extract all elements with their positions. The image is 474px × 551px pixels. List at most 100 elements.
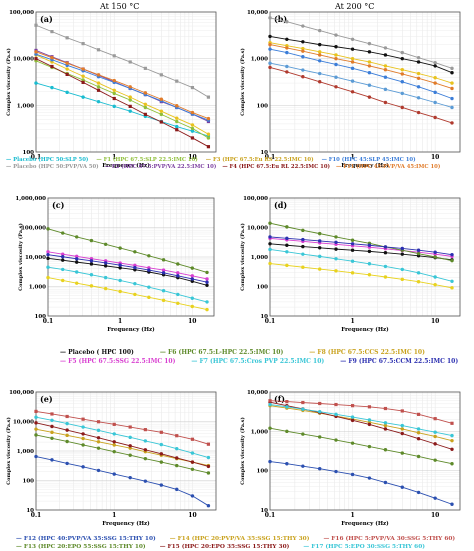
- data-point: [416, 490, 421, 495]
- series-line: [269, 400, 453, 424]
- y-tick-label: 100,000: [9, 10, 34, 16]
- series-2: [268, 426, 454, 466]
- data-point: [268, 402, 272, 407]
- legend-ab: — Placebo (HPC 50:SLP 50) — F1 (HPC 67.5…: [6, 157, 440, 171]
- data-point: [301, 252, 305, 256]
- data-point: [147, 295, 151, 300]
- data-point: [96, 99, 101, 104]
- data-point: [175, 487, 179, 492]
- data-point: [416, 280, 421, 284]
- data-point: [34, 415, 38, 419]
- data-point: [190, 279, 194, 284]
- data-point: [159, 109, 164, 113]
- series-1: [34, 454, 211, 508]
- data-point: [159, 483, 164, 487]
- data-point: [268, 61, 272, 65]
- x-tick-label: 0.1: [265, 154, 275, 161]
- data-point: [318, 231, 322, 236]
- data-point: [103, 261, 108, 265]
- data-point: [285, 70, 289, 74]
- data-point: [450, 438, 454, 443]
- data-point: [118, 278, 122, 283]
- data-point: [190, 437, 195, 441]
- data-point: [268, 426, 272, 430]
- series-line: [269, 35, 453, 74]
- legend-item: — F11 (HPC 45:PVP/VA 45:IMC 10): [336, 164, 441, 170]
- data-point: [450, 86, 454, 91]
- data-point: [81, 67, 85, 71]
- data-point: [118, 263, 122, 267]
- y-tick-label: 10: [26, 508, 34, 514]
- data-point: [50, 85, 54, 90]
- data-point: [268, 247, 272, 252]
- data-point: [96, 446, 101, 450]
- data-point: [205, 270, 209, 275]
- data-point: [367, 405, 372, 409]
- data-point: [206, 132, 211, 136]
- data-point: [367, 95, 372, 99]
- data-point: [383, 421, 388, 425]
- data-point: [34, 421, 38, 425]
- data-point: [285, 225, 289, 229]
- x-tick-label: 10: [188, 154, 196, 161]
- data-point: [301, 55, 305, 59]
- data-point: [450, 502, 454, 506]
- series-line: [269, 222, 453, 262]
- data-point: [190, 494, 195, 498]
- series-line: [47, 277, 208, 311]
- series-line: [269, 237, 453, 257]
- data-point: [190, 277, 194, 281]
- series-6: [46, 252, 209, 284]
- data-point: [205, 280, 209, 284]
- data-point: [205, 307, 209, 312]
- data-point: [450, 71, 454, 75]
- chart-panel-f: 0.1 1 10 10 100 1,000 10,000 Frequency (Hz) Comp…: [239, 390, 461, 527]
- x-axis-label: Frequency (Hz): [341, 162, 389, 169]
- series-4: [268, 247, 454, 284]
- data-point: [147, 254, 151, 258]
- data-point: [75, 257, 79, 261]
- data-point: [350, 404, 355, 408]
- data-point: [301, 432, 305, 436]
- data-point: [383, 53, 388, 57]
- data-point: [46, 252, 50, 257]
- y-tick-label: 1,000,000: [15, 196, 46, 202]
- data-point: [301, 24, 305, 28]
- series-4: [46, 265, 209, 304]
- y-tick-label: 10: [260, 150, 268, 156]
- y-axis-label: Complex viscosity (Pa.s): [17, 223, 24, 291]
- data-point: [268, 65, 272, 70]
- data-point: [334, 240, 338, 244]
- y-tick-label: 10,000: [13, 57, 34, 63]
- data-point: [65, 461, 69, 466]
- series-5: [268, 42, 454, 91]
- data-point: [205, 277, 209, 281]
- data-point: [285, 50, 289, 55]
- data-point: [416, 60, 421, 64]
- data-point: [301, 400, 305, 405]
- data-point: [367, 83, 372, 87]
- y-tick-label: 100,000: [21, 226, 46, 232]
- data-point: [383, 68, 388, 72]
- data-point: [34, 50, 38, 54]
- data-point: [75, 254, 79, 259]
- data-point: [190, 296, 194, 300]
- data-point: [65, 72, 69, 77]
- x-tick-label: 1: [350, 512, 354, 519]
- data-point: [206, 503, 211, 508]
- data-point: [133, 281, 137, 286]
- data-point: [318, 42, 322, 47]
- data-point: [400, 80, 404, 84]
- data-point: [334, 269, 338, 273]
- data-point: [383, 275, 388, 279]
- series-line: [269, 17, 453, 69]
- data-point: [112, 449, 116, 454]
- data-point: [128, 85, 132, 89]
- data-point: [112, 91, 116, 96]
- data-point: [285, 243, 289, 247]
- data-point: [34, 23, 38, 27]
- data-point: [268, 399, 272, 403]
- data-point: [285, 236, 289, 241]
- data-point: [159, 460, 164, 464]
- data-point: [400, 68, 404, 72]
